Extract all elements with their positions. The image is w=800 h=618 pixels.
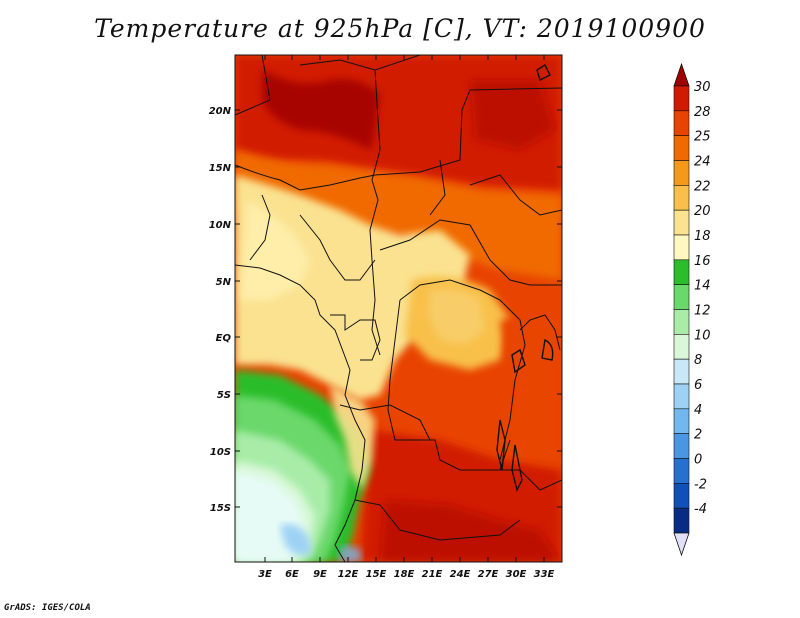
colorbar-label: 12 — [694, 304, 711, 319]
colorbar-swatch — [673, 284, 690, 310]
lat-label: 15N — [209, 163, 232, 174]
longitude-axis: 3E 6E 9E 12E 15E 18E 21E 24E 27E 30E 33E — [258, 55, 555, 580]
lat-label: 20N — [209, 106, 232, 117]
colorbar-swatch — [673, 135, 690, 161]
colorbar-label: 24 — [694, 155, 711, 170]
lon-label: 9E — [313, 569, 327, 580]
colorbar-swatch — [673, 110, 690, 136]
colorbar-swatch — [673, 234, 690, 261]
colorbar-swatch — [673, 160, 690, 186]
lon-label: 3E — [258, 569, 272, 580]
credit-label: GrADS: IGES/COLA — [4, 603, 91, 613]
colorbar-label: 2 — [694, 428, 702, 443]
country-borders — [235, 55, 562, 562]
lakes — [496, 63, 554, 493]
colorbar-swatch — [673, 85, 690, 112]
map-frame — [234, 54, 563, 563]
colorbar-swatch — [673, 185, 690, 211]
colorbar-swatch — [673, 383, 690, 410]
lon-label: 24E — [450, 569, 471, 580]
lon-label: 15E — [366, 569, 387, 580]
lon-label: 18E — [394, 569, 415, 580]
lon-label: 6E — [285, 569, 299, 580]
lat-label: 5S — [217, 390, 231, 401]
colorbar-swatch — [673, 458, 690, 484]
lat-label: EQ — [216, 333, 232, 344]
lat-label: 15S — [210, 503, 231, 514]
colorbar-label: 28 — [694, 105, 711, 120]
colorbar-label: 8 — [694, 353, 702, 368]
colorbar-label: 22 — [694, 179, 711, 194]
colorbar-label: 14 — [694, 279, 711, 294]
colorbar-label: 18 — [694, 229, 711, 244]
colorbar-swatch — [673, 358, 690, 385]
colorbar-bottom-arrow — [673, 532, 690, 557]
lon-label: 12E — [338, 569, 359, 580]
lon-label: 21E — [422, 569, 443, 580]
lat-label: 10N — [209, 220, 232, 231]
colorbar-swatch — [673, 259, 690, 285]
colorbar-swatch — [673, 309, 690, 335]
colorbar-swatch — [673, 334, 690, 360]
colorbar-swatch — [673, 209, 690, 236]
colorbar-label: 0 — [694, 453, 702, 468]
colorbar-swatch — [673, 507, 690, 534]
colorbar-label: 10 — [694, 328, 711, 343]
colorbar-label: 6 — [694, 378, 702, 393]
lon-label: 27E — [478, 569, 499, 580]
map-title: Temperature at 925hPa [C], VT: 201910090… — [94, 14, 706, 43]
colorbar-swatch — [673, 433, 690, 459]
colorbar-swatch — [673, 483, 690, 509]
lat-label: 10S — [210, 447, 231, 458]
colorbar-label: 20 — [694, 204, 711, 219]
colorbar-swatch — [673, 408, 690, 434]
colorbar-label: 4 — [694, 403, 702, 418]
colorbar-label: 25 — [694, 130, 711, 145]
colorbar-top-arrow — [673, 62, 690, 87]
colorbar-label: 16 — [694, 254, 711, 269]
colorbar-label: -4 — [694, 502, 707, 517]
lon-label: 33E — [534, 569, 555, 580]
colorbar-label: -2 — [694, 477, 707, 492]
colorbar-label: 30 — [694, 80, 711, 95]
lon-label: 30E — [506, 569, 527, 580]
latitude-axis: 20N 15N 10N 5N EQ 5S 10S 15S — [209, 106, 562, 514]
lat-label: 5N — [216, 277, 232, 288]
